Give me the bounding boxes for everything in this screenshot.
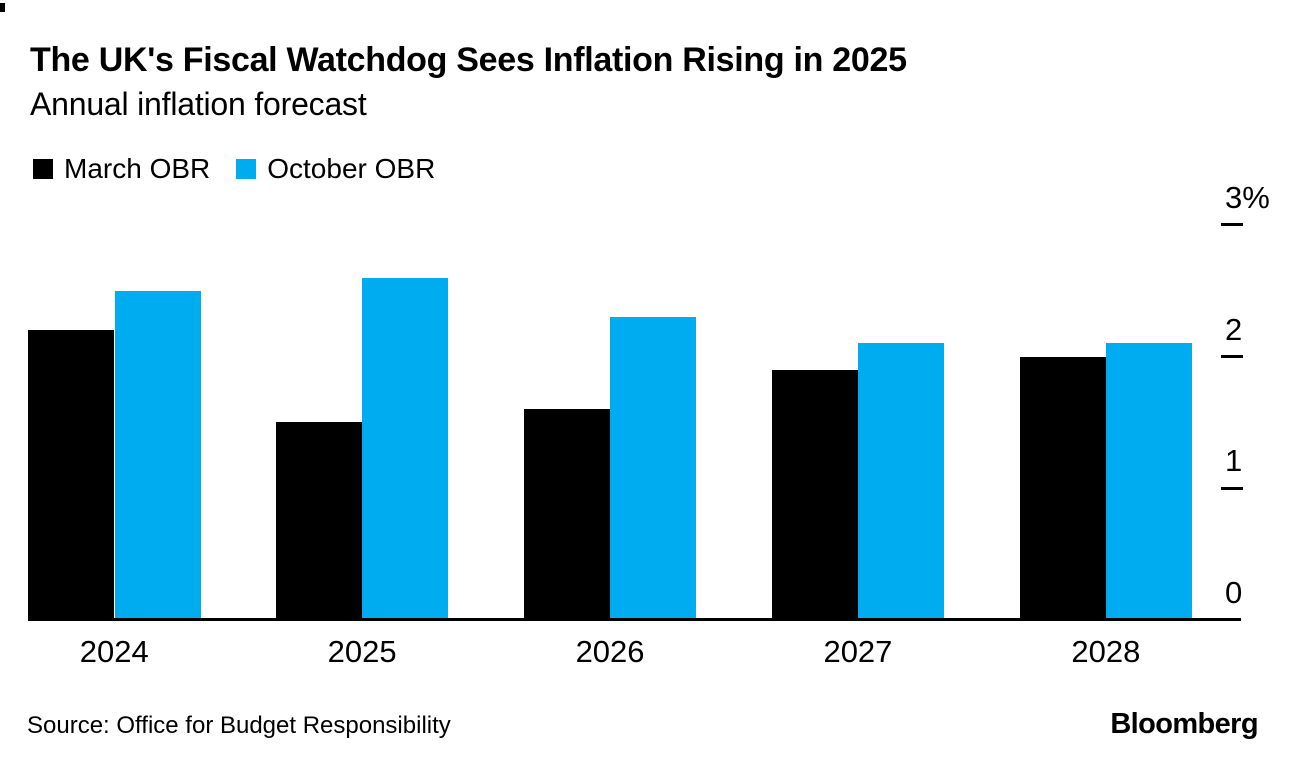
chart-title: The UK's Fiscal Watchdog Sees Inflation … — [30, 41, 907, 79]
x-axis-label-2026: 2026 — [575, 634, 645, 669]
legend-swatch-october — [236, 159, 257, 179]
x-axis-label-2028: 2028 — [1071, 634, 1141, 669]
bloomberg-logo: Bloomberg — [1110, 708, 1258, 740]
x-axis-label-2025: 2025 — [327, 634, 397, 669]
y-axis-label-2: 2 — [1225, 311, 1243, 347]
bar-march-2024 — [28, 330, 114, 620]
x-axis-line — [28, 618, 1241, 621]
legend-label-march: March OBR — [64, 153, 211, 184]
bar-october-2028 — [1106, 343, 1193, 620]
source-note: Source: Office for Budget Responsibility — [27, 712, 451, 739]
bar-march-2028 — [1019, 356, 1106, 620]
corner-mark — [0, 3, 5, 12]
bar-october-2025 — [362, 277, 449, 620]
y-axis-label-1: 1 — [1225, 443, 1243, 479]
bar-march-2027 — [771, 369, 858, 620]
legend-item-march: March OBR — [33, 153, 210, 185]
x-axis-label-2024: 2024 — [79, 634, 149, 669]
y-axis-tick-2 — [1221, 355, 1243, 359]
y-axis-label-3: 3% — [1225, 179, 1270, 215]
x-axis-label-2027: 2027 — [823, 634, 893, 669]
y-axis-label-0: 0 — [1225, 575, 1243, 610]
legend-item-october: October OBR — [236, 153, 435, 185]
bar-october-2026 — [610, 317, 697, 620]
bar-october-2027 — [858, 343, 945, 620]
bar-march-2026 — [523, 409, 610, 620]
legend: March OBR October OBR — [33, 153, 435, 185]
y-axis-tick-1 — [1221, 486, 1243, 490]
bar-october-2024 — [114, 290, 201, 620]
chart-subtitle: Annual inflation forecast — [30, 86, 367, 122]
y-axis-tick-3 — [1221, 223, 1243, 227]
legend-swatch-march — [33, 159, 53, 179]
bar-march-2025 — [275, 422, 362, 620]
legend-label-october: October OBR — [267, 153, 436, 184]
